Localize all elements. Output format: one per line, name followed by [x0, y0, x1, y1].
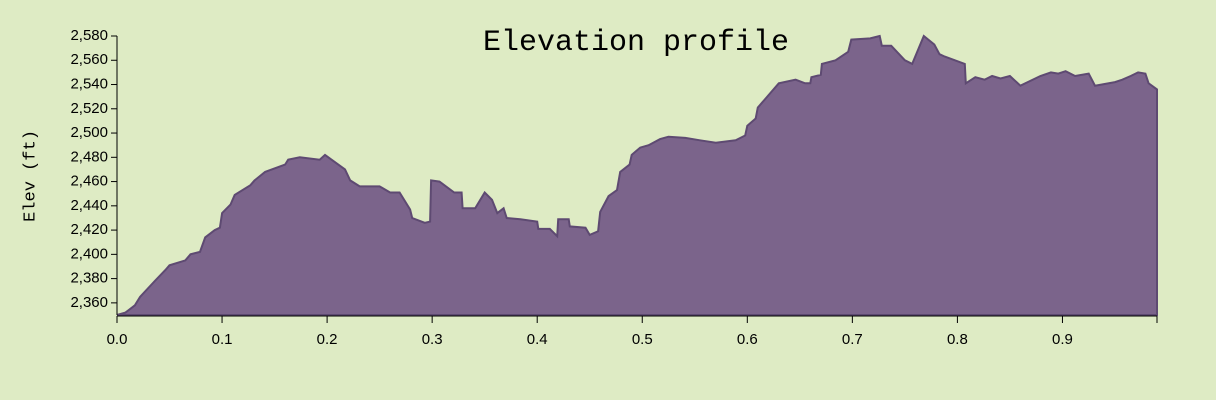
y-tick-label: 2,560	[70, 51, 108, 68]
y-tick-label: 2,380	[70, 270, 108, 287]
x-tick-label: 0.2	[317, 331, 338, 348]
elevation-area	[116, 34, 1158, 316]
chart-title: Elevation profile	[483, 26, 789, 60]
x-tick-label: 0.5	[632, 331, 653, 348]
x-tick-label: 0.0	[107, 331, 128, 348]
x-tick-label: 0.9	[1052, 331, 1073, 348]
x-tick-label: 0.4	[527, 331, 548, 348]
x-tick-label: 0.6	[737, 331, 758, 348]
y-tick-label: 2,360	[70, 294, 108, 311]
y-tick-label: 2,400	[70, 245, 108, 262]
y-tick-label: 2,540	[70, 75, 108, 92]
y-tick-label: 2,480	[70, 148, 108, 165]
y-axis-label: Elev (ft)	[21, 130, 40, 222]
y-tick-label: 2,580	[70, 27, 108, 44]
y-tick-label: 2,500	[70, 124, 108, 141]
y-tick-label: 2,520	[70, 100, 108, 117]
y-tick-label: 2,440	[70, 197, 108, 214]
x-tick-label: 0.7	[842, 331, 863, 348]
y-tick-label: 2,460	[70, 173, 108, 190]
x-tick-label: 0.8	[947, 331, 968, 348]
x-tick-label: 0.3	[422, 331, 443, 348]
y-tick-label: 2,420	[70, 221, 108, 238]
x-tick-label: 0.1	[212, 331, 233, 348]
